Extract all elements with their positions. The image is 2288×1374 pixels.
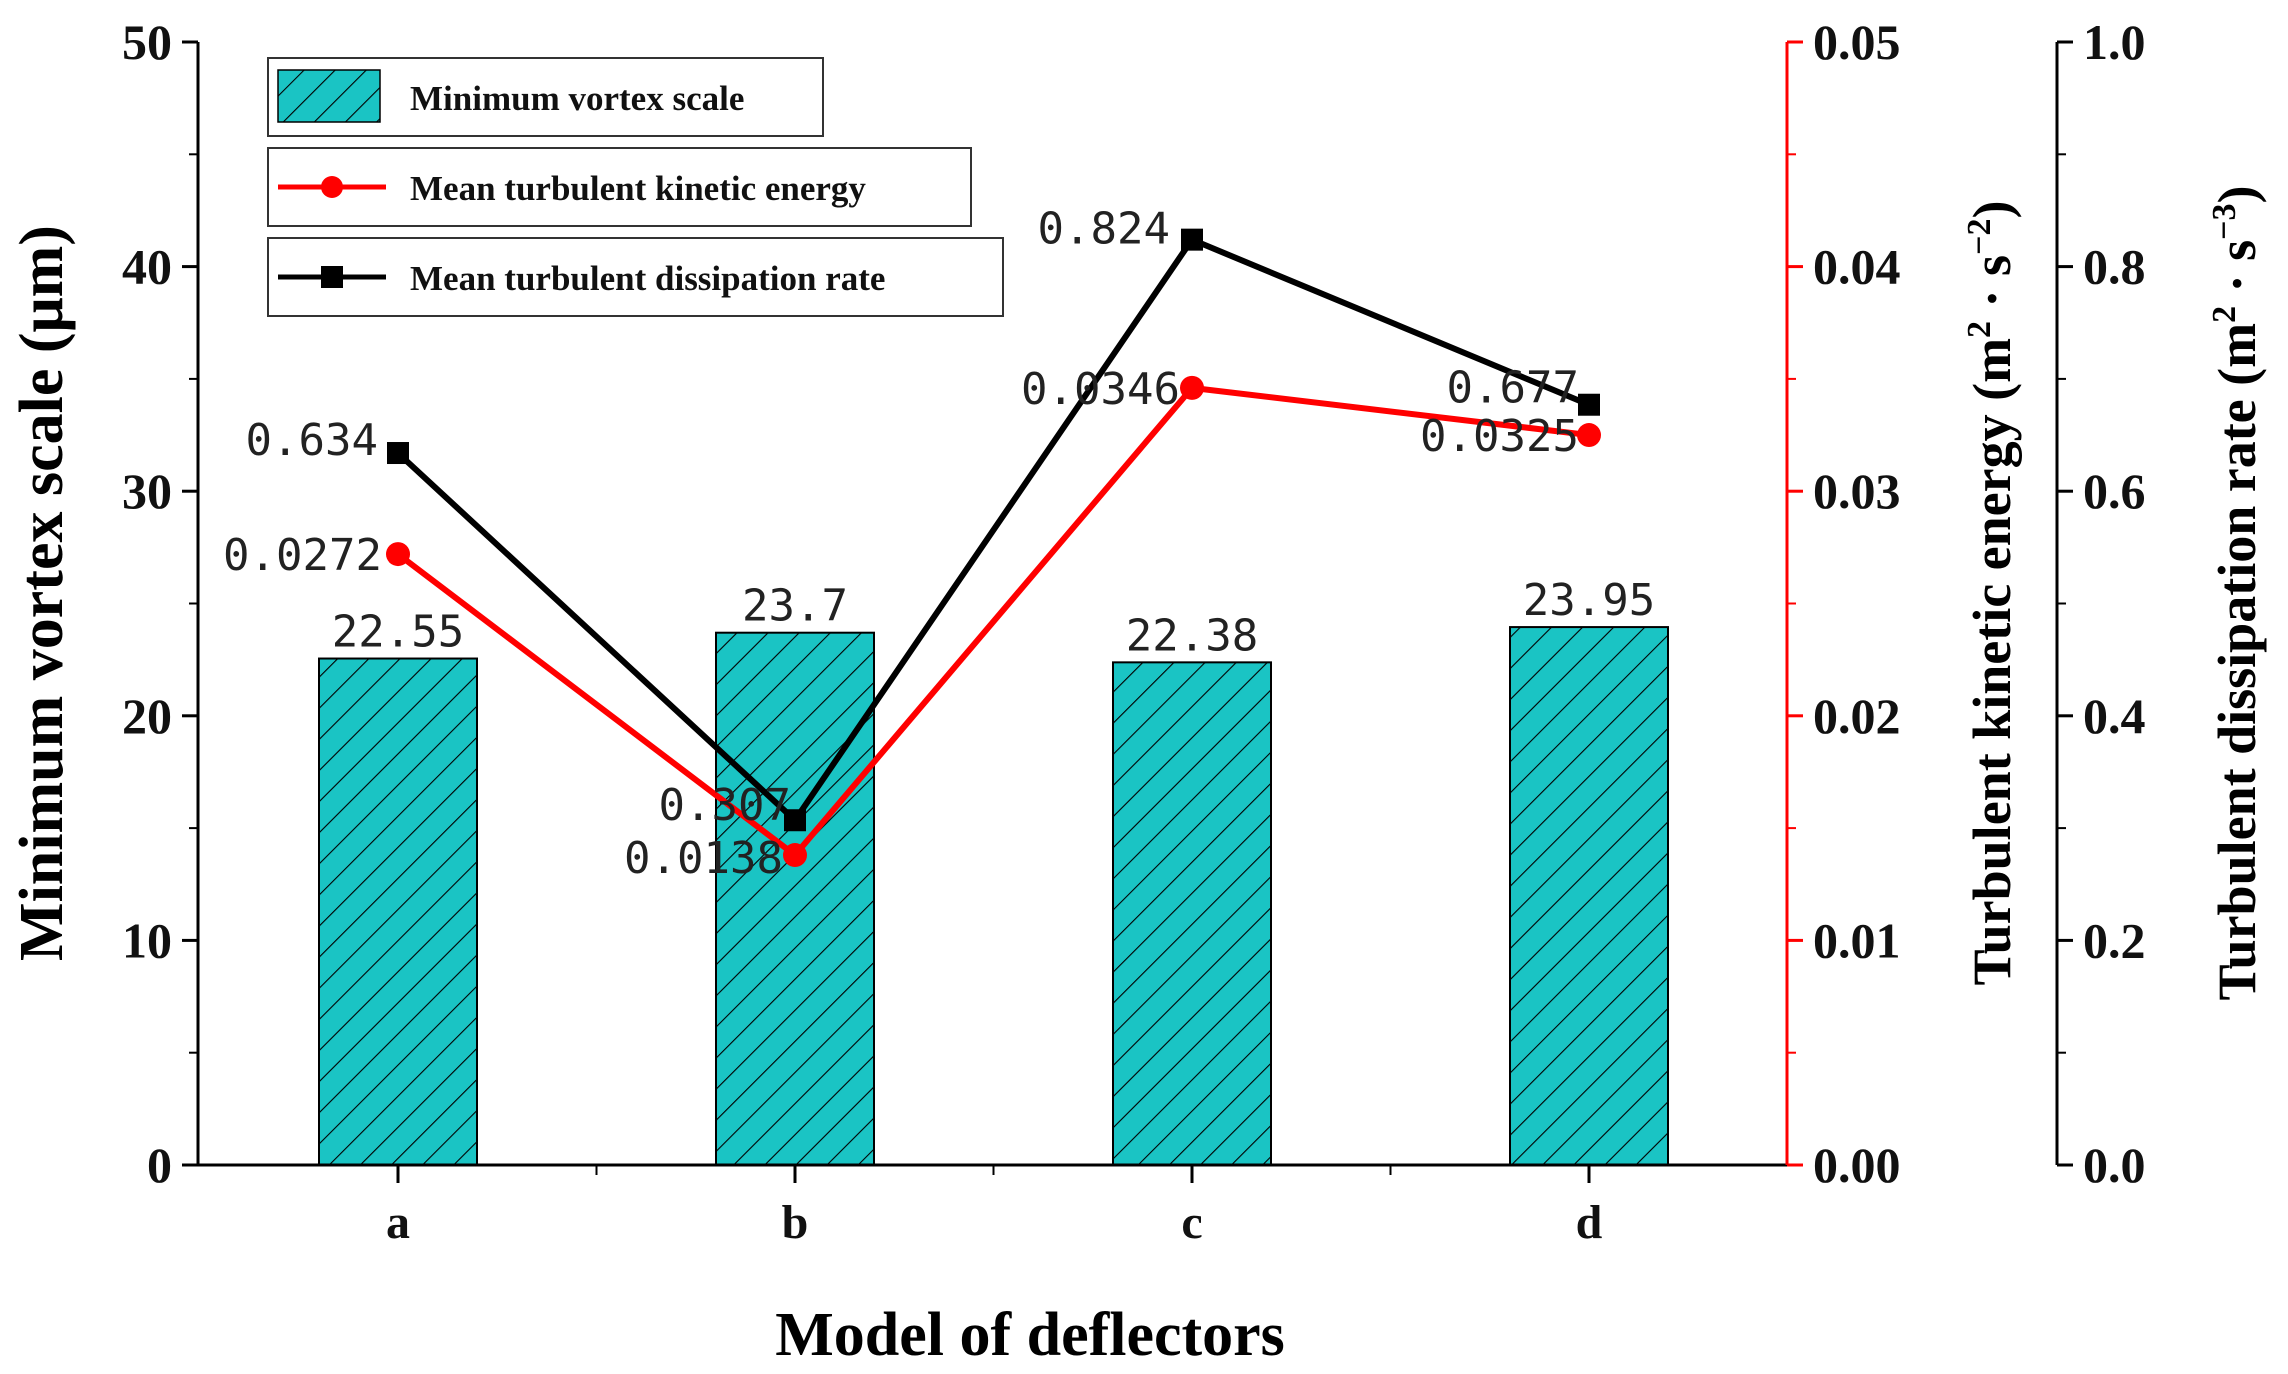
y-right1-tick-label: 0.04	[1813, 239, 1901, 295]
y-right2-tick-label: 0.4	[2083, 688, 2146, 744]
tdr-marker	[1181, 228, 1203, 251]
tke-marker	[783, 843, 807, 868]
tke-line	[396, 384, 1590, 859]
bar	[1509, 626, 1669, 1166]
y-left-tick-label: 10	[122, 912, 172, 968]
legend-swatch-bars	[277, 69, 381, 123]
y-right2-tick-label: 1.0	[2083, 14, 2146, 70]
tke-value-label: 0.0272	[223, 530, 382, 581]
y-axis-right1-title: Turbulent kinetic energy (m2 · s−2)	[1961, 201, 2022, 986]
bar	[318, 657, 478, 1166]
legend-swatch-tke-marker	[321, 176, 343, 198]
x-tick-label: b	[782, 1196, 809, 1249]
tdr-value-label: 0.824	[1038, 204, 1170, 255]
legend-swatch-tdr-marker	[321, 266, 343, 288]
y-right2-tick-label: 0.8	[2083, 239, 2146, 295]
y-right1-tick-label: 0.03	[1813, 463, 1901, 519]
y-right1-tick-label: 0.00	[1813, 1137, 1901, 1193]
x-tick-label: d	[1576, 1196, 1603, 1249]
tke-value-label: 0.0346	[1021, 364, 1180, 415]
tdr-line	[395, 236, 1591, 824]
bar	[1112, 661, 1272, 1166]
y-left-tick-label: 0	[147, 1137, 172, 1193]
y-right2-tick-label: 0.0	[2083, 1137, 2146, 1193]
legend-label-bars: Minimum vortex scale	[410, 79, 744, 118]
y-right1-tick-label: 0.02	[1813, 688, 1901, 744]
tdr-marker	[387, 442, 409, 465]
tke-value-label: 0.0325	[1420, 411, 1579, 462]
y-left-tick-label: 20	[122, 688, 172, 744]
y-right1-tick-label: 0.01	[1813, 912, 1901, 968]
bar-value-label: 23.7	[742, 581, 848, 632]
x-tick-label: a	[386, 1196, 410, 1249]
x-tick-label: c	[1181, 1196, 1202, 1249]
y-right2-tick-label: 0.6	[2083, 463, 2146, 519]
bars-layer	[318, 626, 1669, 1166]
bar	[715, 631, 875, 1166]
tdr-marker	[1578, 393, 1600, 416]
tke-marker	[386, 542, 410, 567]
data-labels-layer: 22.55 23.7 22.38 23.95 0.0272 0.0138 0.0346 0.0…	[223, 204, 1655, 884]
tdr-value-label: 0.634	[246, 415, 378, 466]
x-axis-title: Model of deflectors	[775, 1301, 1285, 1369]
bar-value-label: 22.38	[1126, 610, 1258, 661]
y-axis-right2-title: Turbulent dissipation rate (m2 · s−3)	[2206, 185, 2267, 1000]
tdr-marker	[784, 809, 806, 832]
tdr-value-label: 0.307	[659, 780, 791, 831]
tke-marker	[1577, 423, 1601, 448]
legend-label-tke: Mean turbulent kinetic energy	[410, 169, 866, 208]
tke-value-label: 0.0138	[624, 833, 783, 884]
legend-label-tdr: Mean turbulent dissipation rate	[410, 259, 885, 298]
tke-marker	[1180, 375, 1204, 400]
y-axis-left-title: Minimum vortex scale (μm)	[8, 225, 76, 961]
bar-value-label: 23.95	[1523, 575, 1655, 626]
axes-layer: 0 10 20 30 40 50 0.00 0.01 0.02 0.03 0.04 0.05 0.0 0.…	[122, 14, 2146, 1249]
legend: Minimum vortex scale Mean turbulent kine…	[267, 57, 1004, 317]
lines-layer	[386, 228, 1601, 868]
legend-box-3	[267, 237, 1004, 317]
y-right2-tick-label: 0.2	[2083, 912, 2146, 968]
y-left-tick-label: 40	[122, 239, 172, 295]
y-left-tick-label: 30	[122, 463, 172, 519]
tdr-value-label: 0.677	[1447, 363, 1579, 414]
bar-value-label: 22.55	[332, 607, 464, 658]
y-right1-tick-label: 0.05	[1813, 14, 1901, 70]
y-left-tick-label: 50	[122, 14, 172, 70]
